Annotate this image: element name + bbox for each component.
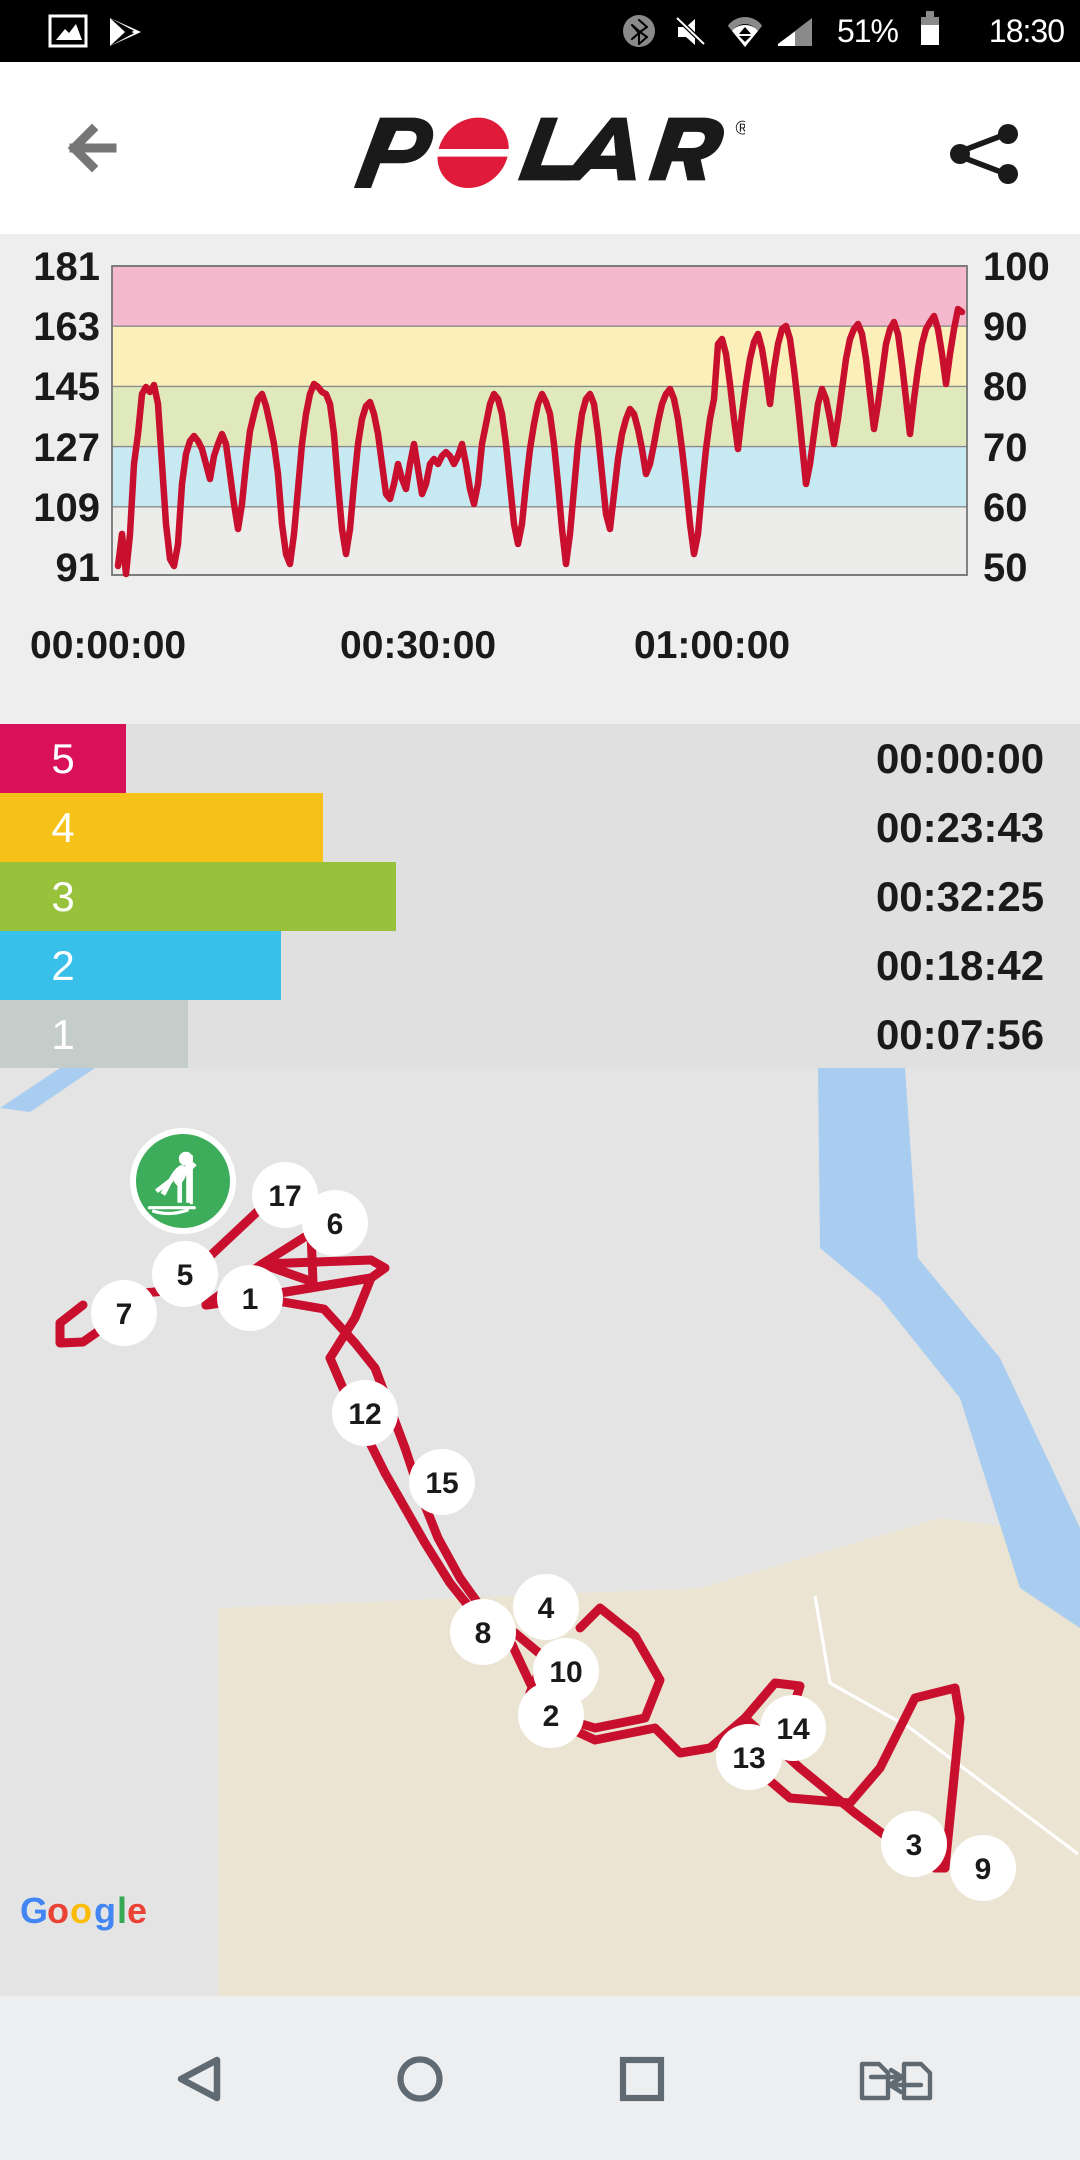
svg-text:100: 100 xyxy=(983,245,1050,289)
svg-text:6: 6 xyxy=(327,1208,344,1241)
svg-text:1: 1 xyxy=(242,1283,259,1316)
svg-text:o: o xyxy=(70,1890,92,1931)
svg-text:3: 3 xyxy=(906,1829,923,1862)
svg-text:7: 7 xyxy=(116,1298,133,1331)
svg-text:14: 14 xyxy=(776,1713,810,1746)
svg-text:80: 80 xyxy=(983,365,1028,409)
svg-text:12: 12 xyxy=(348,1398,381,1431)
svg-text:4: 4 xyxy=(538,1592,555,1625)
svg-text:9: 9 xyxy=(975,1853,992,1886)
svg-text:2: 2 xyxy=(543,1700,560,1733)
svg-text:70: 70 xyxy=(983,426,1028,470)
svg-text:181: 181 xyxy=(33,245,100,289)
svg-text:00:00:00: 00:00:00 xyxy=(30,624,186,667)
svg-text:13: 13 xyxy=(732,1742,765,1775)
svg-text:15: 15 xyxy=(425,1467,458,1500)
svg-text:60: 60 xyxy=(983,486,1028,530)
svg-text:01:00:00: 01:00:00 xyxy=(634,624,790,667)
svg-text:145: 145 xyxy=(33,365,100,409)
svg-text:50: 50 xyxy=(983,546,1028,590)
svg-text:G: G xyxy=(20,1890,48,1931)
svg-text:g: g xyxy=(94,1890,116,1931)
svg-text:91: 91 xyxy=(56,546,101,590)
svg-text:l: l xyxy=(117,1890,127,1931)
svg-text:8: 8 xyxy=(475,1617,492,1650)
svg-text:o: o xyxy=(47,1890,69,1931)
svg-text:00:30:00: 00:30:00 xyxy=(340,624,496,667)
svg-text:109: 109 xyxy=(33,486,100,530)
svg-text:5: 5 xyxy=(177,1259,194,1292)
svg-text:e: e xyxy=(127,1890,147,1931)
svg-text:127: 127 xyxy=(33,426,100,470)
svg-text:®: ® xyxy=(735,119,745,140)
svg-text:163: 163 xyxy=(33,305,100,349)
svg-text:90: 90 xyxy=(983,305,1028,349)
svg-text:17: 17 xyxy=(268,1180,301,1213)
